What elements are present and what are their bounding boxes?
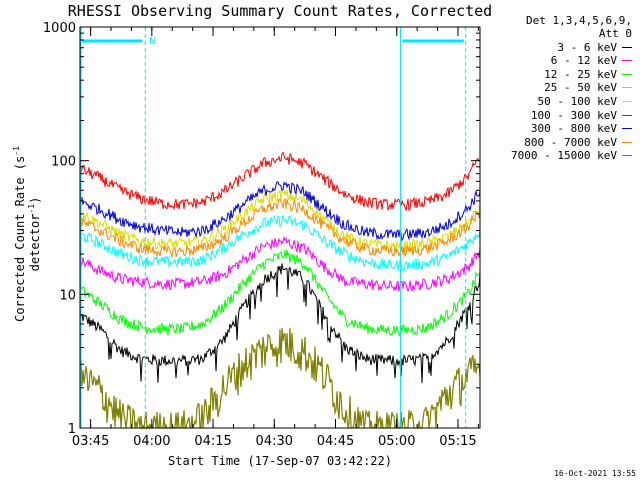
y-axis-label-main: Corrected Count Rate (s bbox=[13, 155, 27, 322]
legend-swatch bbox=[622, 46, 632, 48]
legend-label: 50 - 100 keV bbox=[537, 94, 617, 108]
series-line-7 bbox=[79, 181, 481, 242]
legend-entry-6: 100 - 300 keV bbox=[530, 108, 632, 122]
y-axis-label-sup1: -1 bbox=[12, 146, 21, 156]
x-tick-label: 03:45 bbox=[72, 434, 109, 449]
series-line-9 bbox=[79, 327, 481, 431]
legend-header-1: Det 1,3,4,5,6,9, bbox=[526, 14, 632, 27]
legend-swatch bbox=[622, 100, 632, 102]
legend-header-2: Att 0 bbox=[598, 27, 632, 40]
y-tick-label: 1000 bbox=[43, 21, 76, 36]
legend-label: 6 - 12 keV bbox=[550, 54, 617, 68]
legend-label: 3 - 6 keV bbox=[557, 40, 617, 54]
legend-label: 25 - 50 keV bbox=[544, 81, 617, 95]
legend-label: 7000 - 15000 keV bbox=[511, 149, 617, 163]
x-axis-label: Start Time (17-Sep-07 03:42:22) bbox=[168, 454, 392, 468]
series-line-5 bbox=[79, 188, 481, 253]
x-tick-label: 04:30 bbox=[256, 434, 293, 449]
legend-swatch bbox=[622, 73, 632, 75]
legend-entry-3: 12 - 25 keV bbox=[544, 67, 632, 81]
legend-entry-9: 7000 - 15000 keV bbox=[511, 149, 632, 163]
legend-swatch bbox=[622, 141, 632, 143]
x-tick-label: 04:45 bbox=[317, 434, 354, 449]
x-tick-label: 04:00 bbox=[133, 434, 170, 449]
plot-frame bbox=[79, 26, 481, 429]
series-line-4 bbox=[79, 214, 481, 273]
legend-swatch bbox=[622, 114, 632, 116]
legend-swatch bbox=[622, 60, 632, 62]
legend-label: 12 - 25 keV bbox=[544, 67, 617, 81]
y-axis-label-mid: detector bbox=[28, 213, 42, 272]
y-axis-label: Corrected Count Rate (s-1 detector-1) bbox=[12, 114, 42, 354]
legend-swatch bbox=[622, 155, 632, 157]
y-axis-label-end: ) bbox=[28, 196, 42, 204]
series-line-2 bbox=[79, 235, 481, 293]
y-tick-label: 1 bbox=[68, 422, 76, 437]
legend-entry-1: 3 - 6 keV bbox=[557, 40, 632, 54]
legend-label: 300 - 800 keV bbox=[530, 122, 617, 136]
x-tick-label: 05:00 bbox=[378, 434, 415, 449]
series-line-8 bbox=[79, 198, 481, 258]
legend-entry-4: 25 - 50 keV bbox=[544, 81, 632, 95]
legend-swatch bbox=[622, 128, 632, 130]
y-tick-label: 100 bbox=[51, 155, 76, 170]
legend-label: 800 - 7000 keV bbox=[524, 135, 617, 149]
legend-label: 100 - 300 keV bbox=[530, 108, 617, 122]
y-tick-label: 10 bbox=[59, 288, 76, 303]
legend-entry-8: 800 - 7000 keV bbox=[524, 135, 632, 149]
series-line-1 bbox=[79, 263, 481, 384]
flag-label: N bbox=[149, 36, 155, 47]
x-tick-label: 05:15 bbox=[439, 434, 476, 449]
y-axis-label-sup2: -1 bbox=[27, 203, 36, 214]
series-line-3 bbox=[79, 249, 481, 338]
plot-area: N bbox=[79, 27, 481, 431]
series-line-6 bbox=[79, 151, 481, 212]
chart-title: RHESSI Observing Summary Count Rates, Co… bbox=[67, 2, 493, 20]
axes: 1 10 100 1000 03:45 04:00 04:15 04:30 04:45 05:00… bbox=[43, 21, 481, 449]
footer-timestamp: 16-Oct-2021 13:55 bbox=[554, 469, 636, 478]
legend-swatch bbox=[622, 87, 632, 89]
legend-entry-5: 50 - 100 keV bbox=[537, 94, 632, 108]
legend-entry-2: 6 - 12 keV bbox=[550, 54, 632, 68]
legend-entry-7: 300 - 800 keV bbox=[530, 122, 632, 136]
x-tick-label: 04:15 bbox=[194, 434, 231, 449]
